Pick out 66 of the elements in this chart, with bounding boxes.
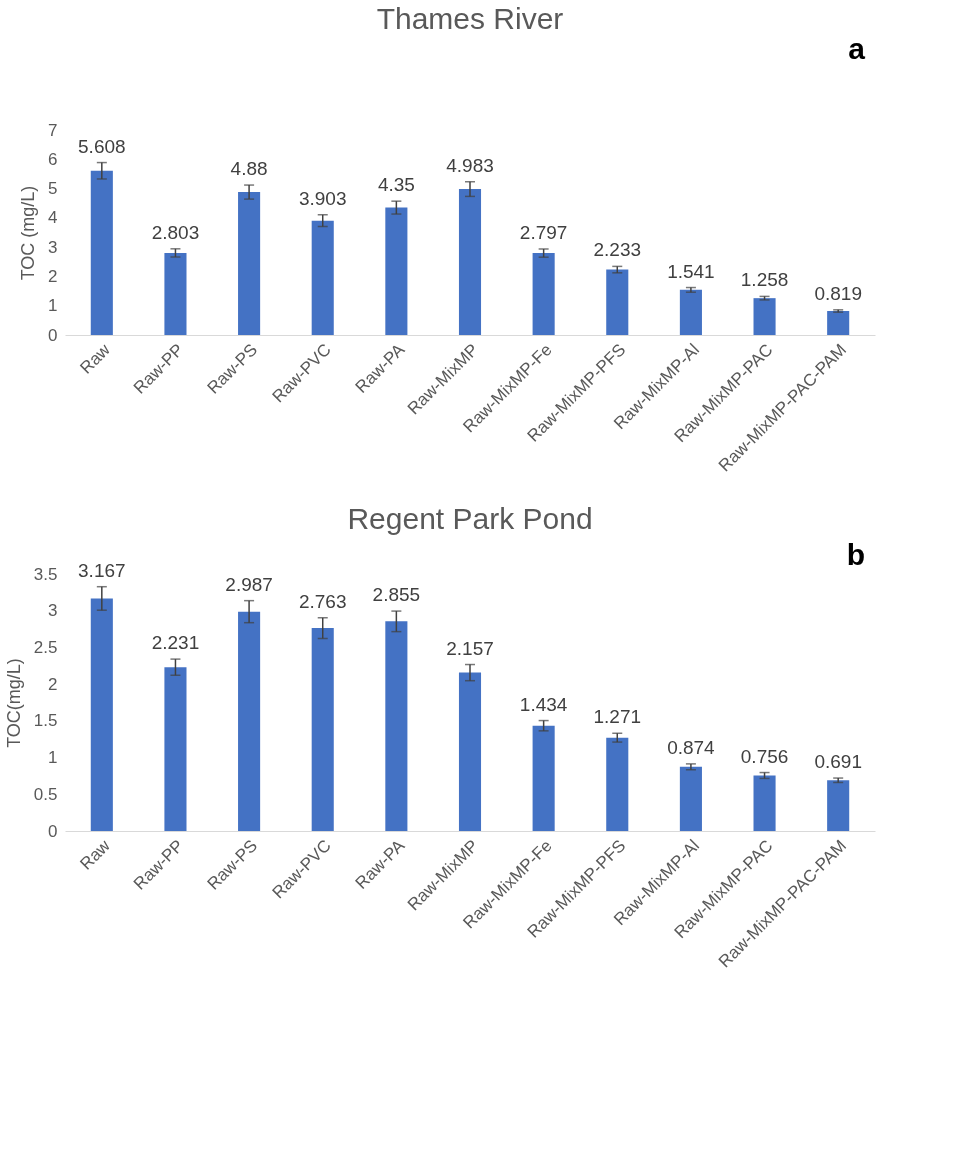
bar [238,611,261,831]
bar [164,667,187,831]
y-tick-label: 3 [48,601,58,621]
text: a [848,32,866,65]
bar [827,780,850,831]
bar [753,298,776,335]
bar [238,192,261,335]
y-tick-label: 1 [48,296,58,316]
data-label: 2.987 [225,573,273,595]
y-tick-label: 0.5 [33,784,58,804]
bar [606,269,629,335]
data-label: 2.763 [298,590,347,612]
data-label: 1.271 [593,706,642,728]
y-tick-label: 6 [48,149,58,169]
bar [606,737,629,831]
data-label: 5.608 [78,135,126,157]
data-label: 3.167 [78,559,126,581]
data-label: 2.803 [151,221,200,243]
y-tick-label: 2 [48,674,58,694]
y-tick-label: 2.5 [33,637,58,657]
text: b [846,538,865,571]
bar [753,775,776,831]
data-label: 3.903 [298,187,347,209]
y-tick-label: 4 [48,208,58,228]
data-label: 0.874 [667,736,716,758]
y-tick-label: 3.5 [33,564,58,584]
bar [679,766,702,831]
bar [311,628,334,831]
y-tick-label: 5 [48,179,58,199]
y-tick-label: 2 [48,266,58,286]
y-tick-label: 7 [48,120,58,140]
data-label: 0.756 [740,745,789,767]
y-axis-title: TOC(mg/L) [3,658,24,748]
data-label: 1.258 [740,269,789,291]
bar [458,189,482,335]
bar [90,598,113,831]
bar [532,725,555,831]
data-label: 4.35 [377,174,415,196]
bar [90,170,113,335]
bar [458,672,482,831]
data-label: 2.797 [519,221,568,243]
y-tick-label: 3 [48,237,58,257]
bar [164,252,187,335]
chart-title: Regent Park Pond [347,502,593,535]
bar [385,207,408,335]
y-tick-label: 1 [48,748,58,768]
data-label: 4.983 [446,154,494,176]
data-label: 4.88 [230,158,268,180]
bar [827,311,850,335]
chart-title: Thames River [376,2,564,35]
data-label: 2.157 [446,637,494,659]
bar [532,253,555,335]
data-label: 2.233 [593,239,642,261]
y-axis-title: TOC (mg/L) [18,185,39,281]
bar [311,220,334,335]
bar [385,621,408,831]
y-tick-label: 1.5 [33,711,58,731]
y-tick-label: 0 [48,821,58,841]
data-label: 0.691 [814,751,862,773]
y-tick-label: 0 [48,325,58,345]
data-label: 1.541 [667,260,715,282]
data-label: 2.231 [151,632,200,654]
data-label: 2.855 [372,584,421,606]
bar [679,289,702,335]
data-label: 0.819 [814,282,862,304]
data-label: 1.434 [519,693,568,715]
